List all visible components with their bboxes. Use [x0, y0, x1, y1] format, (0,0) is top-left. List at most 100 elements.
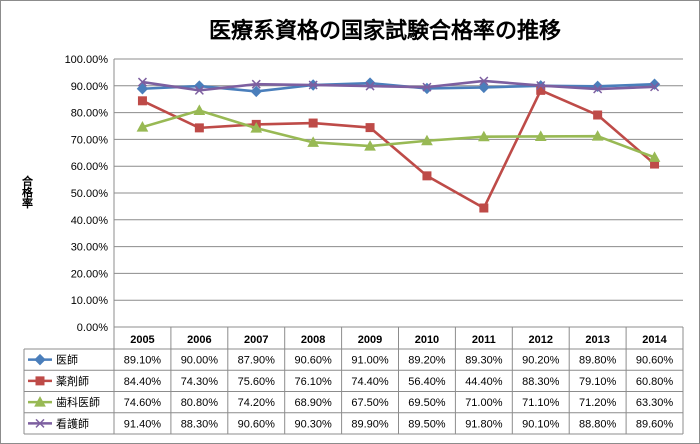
series-2 — [137, 85, 660, 213]
data-point — [35, 418, 45, 428]
table-cell-value: 89.60% — [636, 418, 674, 430]
table-cell-value: 88.30% — [522, 376, 560, 388]
legend-key — [28, 418, 52, 428]
table-cell-value: 68.90% — [294, 397, 332, 409]
y-tick-label: 50.00% — [71, 188, 109, 200]
table-cell-value: 67.50% — [351, 397, 389, 409]
y-tick-label: 10.00% — [71, 295, 109, 307]
table-cell-value: 88.30% — [181, 418, 219, 430]
table-cell-value: 89.10% — [124, 355, 162, 367]
data-point — [365, 123, 375, 133]
table-cell-value: 90.60% — [636, 355, 674, 367]
x-tick-label: 2013 — [585, 334, 609, 346]
table-cell-value: 76.10% — [294, 376, 332, 388]
table-cell-value: 75.60% — [238, 376, 276, 388]
data-point — [478, 130, 490, 142]
data-point — [137, 96, 147, 106]
table-cell-value: 44.40% — [465, 376, 503, 388]
data-point — [422, 171, 432, 181]
data-point — [593, 110, 603, 120]
table-cell-value: 89.80% — [579, 355, 617, 367]
data-point — [34, 396, 46, 407]
legend-key — [28, 353, 52, 366]
table-cell-value: 71.10% — [522, 397, 560, 409]
table-cell-value: 90.60% — [238, 418, 276, 430]
data-point — [251, 79, 261, 89]
data-point — [593, 84, 603, 94]
legend-key — [28, 376, 52, 386]
y-tick-label: 70.00% — [71, 134, 109, 146]
legend-label: 歯科医師 — [56, 395, 100, 409]
y-tick-label: 100.00% — [65, 54, 109, 66]
x-tick-label: 2009 — [358, 334, 382, 346]
data-point — [194, 85, 204, 95]
table-cell-value: 91.00% — [351, 355, 389, 367]
legend-key — [28, 396, 52, 407]
table-cell-value: 71.20% — [579, 397, 617, 409]
series-line — [142, 79, 655, 92]
x-tick-label: 2012 — [529, 334, 553, 346]
table-cell-value: 74.20% — [238, 397, 276, 409]
y-axis-label: 合格率 — [21, 174, 34, 209]
legend-label: 医師 — [56, 354, 78, 367]
data-point — [364, 140, 376, 151]
data-point — [591, 130, 604, 141]
table-cell-value: 89.90% — [351, 418, 389, 430]
table-cell-value: 89.20% — [408, 355, 446, 367]
data-point — [536, 81, 546, 91]
table-cell-value: 90.60% — [294, 355, 332, 367]
x-tick-label: 2007 — [244, 334, 268, 346]
data-point — [307, 136, 319, 147]
y-axis-ticks: 0.00% 10.00% 20.00% 30.00% 40.00% 50.00% 60.00… — [65, 54, 109, 334]
table-cell-value: 89.30% — [465, 355, 503, 367]
x-tick-label: 2006 — [187, 334, 211, 346]
data-point — [136, 83, 149, 95]
gridlines — [113, 58, 683, 328]
series-line — [142, 109, 656, 159]
table-cell-value: 69.50% — [408, 397, 446, 409]
table-cell-value: 60.80% — [636, 376, 674, 388]
y-tick-label: 60.00% — [71, 161, 109, 173]
x-tick-label: 2010 — [415, 334, 439, 346]
data-point — [34, 353, 46, 366]
y-tick-label: 20.00% — [71, 268, 109, 280]
x-tick-label: 2005 — [130, 334, 154, 346]
table-cell-value: 79.10% — [579, 376, 617, 388]
chart-title: 医療系資格の国家試験合格率の推移 — [209, 18, 561, 44]
x-tick-label: 2014 — [642, 334, 667, 346]
series-line — [141, 89, 656, 210]
table-cell-value: 74.60% — [124, 397, 162, 409]
table-cell-value: 90.20% — [522, 355, 560, 367]
table-cell-value: 74.40% — [351, 376, 389, 388]
table-cell-value: 84.40% — [124, 376, 162, 388]
data-point — [365, 81, 375, 91]
data-point — [479, 203, 489, 213]
data-table: 2005 2006 2007 2008 2009 2010 2011 2012 2013 2014… — [23, 326, 684, 435]
data-point — [422, 82, 432, 92]
data-point — [479, 76, 489, 86]
table-cell-value: 87.90% — [238, 355, 276, 367]
table-cell-value: 63.30% — [636, 397, 674, 409]
table-cell-value: 90.00% — [181, 355, 219, 367]
data-point — [648, 151, 661, 162]
data-point — [193, 104, 206, 115]
table-cell-value: 91.80% — [465, 418, 503, 430]
table-cell-value: 90.30% — [294, 418, 332, 430]
data-point — [136, 121, 149, 132]
table-cell-value: 91.40% — [124, 418, 162, 430]
legend-label: 看護師 — [56, 416, 89, 430]
data-point — [421, 82, 433, 95]
y-tick-label: 90.00% — [71, 81, 109, 93]
x-tick-label: 2011 — [472, 334, 496, 346]
legend-label: 薬剤師 — [56, 374, 89, 388]
x-tick-label: 2008 — [301, 334, 325, 346]
data-point — [137, 77, 147, 87]
data-point — [194, 123, 204, 133]
series-4 — [137, 76, 660, 95]
table-cell-value: 56.40% — [408, 376, 446, 388]
data-point — [250, 122, 263, 133]
data-point — [35, 376, 45, 386]
y-tick-label: 80.00% — [71, 108, 109, 120]
data-point — [308, 80, 318, 90]
